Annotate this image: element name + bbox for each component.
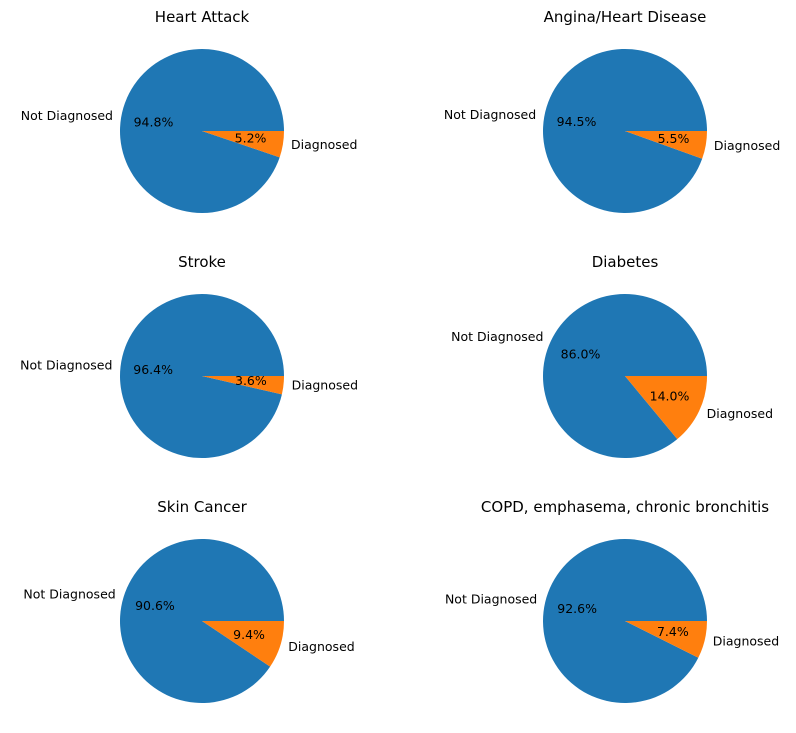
pie-slice-not-diagnosed bbox=[543, 48, 707, 213]
percent-label: 92.6% bbox=[557, 601, 597, 616]
pie-panel-diabetes: Diabetes Not Diagnosed 86.0% Diagnosed 14.0… bbox=[451, 253, 773, 458]
percent-label: 9.4% bbox=[233, 627, 265, 642]
pie-slice-not-diagnosed bbox=[543, 293, 707, 458]
pie-panel-angina: Angina/Heart Disease Not Diagnosed 94.5% D… bbox=[444, 8, 780, 213]
slice-label: Not Diagnosed bbox=[444, 107, 536, 122]
pie-slice-diagnosed bbox=[625, 376, 707, 440]
percent-label: 94.8% bbox=[134, 115, 174, 130]
pie-slice-diagnosed bbox=[625, 621, 707, 658]
pie-slice-diagnosed bbox=[202, 376, 284, 395]
percent-label: 96.4% bbox=[133, 362, 173, 377]
pie-slice-not-diagnosed bbox=[120, 48, 284, 213]
chart-title: Heart Attack bbox=[155, 8, 250, 26]
pie-panel-copd: COPD, emphasema, chronic bronchitis Not … bbox=[445, 498, 779, 703]
slice-label: Diagnosed bbox=[291, 137, 357, 152]
percent-label: 5.2% bbox=[235, 131, 267, 146]
pie-panel-skin-cancer: Skin Cancer Not Diagnosed 90.6% Diagnosed 9… bbox=[23, 498, 355, 703]
slice-label: Not Diagnosed bbox=[445, 592, 537, 607]
slice-label: Not Diagnosed bbox=[20, 357, 112, 372]
slice-label: Diagnosed bbox=[707, 406, 773, 421]
percent-label: 3.6% bbox=[235, 373, 267, 388]
pie-slice-diagnosed bbox=[202, 621, 284, 667]
pie-slice-not-diagnosed bbox=[120, 293, 284, 458]
pie-panel-stroke: Stroke Not Diagnosed 96.4% Diagnosed 3.6% bbox=[20, 253, 358, 458]
percent-label: 5.5% bbox=[658, 131, 690, 146]
percent-label: 7.4% bbox=[657, 624, 689, 639]
slice-label: Not Diagnosed bbox=[21, 108, 113, 123]
percent-label: 86.0% bbox=[561, 347, 601, 362]
pie-slice-not-diagnosed bbox=[120, 538, 284, 703]
chart-title: Diabetes bbox=[592, 253, 659, 271]
slice-label: Diagnosed bbox=[713, 633, 779, 648]
percent-label: 14.0% bbox=[650, 388, 690, 403]
slice-label: Diagnosed bbox=[292, 378, 358, 393]
slice-label: Not Diagnosed bbox=[23, 586, 115, 601]
chart-title: Skin Cancer bbox=[157, 498, 247, 516]
percent-label: 90.6% bbox=[135, 598, 175, 613]
pie-slice-diagnosed bbox=[202, 131, 284, 158]
slice-label: Diagnosed bbox=[288, 639, 354, 654]
chart-title: Angina/Heart Disease bbox=[544, 8, 707, 26]
pie-slice-diagnosed bbox=[625, 131, 707, 159]
slice-label: Not Diagnosed bbox=[451, 329, 543, 344]
slice-label: Diagnosed bbox=[714, 138, 780, 153]
pie-panel-heart-attack: Heart Attack Not Diagnosed 94.8% Diagnosed… bbox=[21, 8, 357, 213]
chart-title: Stroke bbox=[178, 253, 226, 271]
pie-slice-not-diagnosed bbox=[543, 538, 707, 703]
percent-label: 94.5% bbox=[557, 114, 597, 129]
chart-title: COPD, emphasema, chronic bronchitis bbox=[481, 498, 769, 516]
